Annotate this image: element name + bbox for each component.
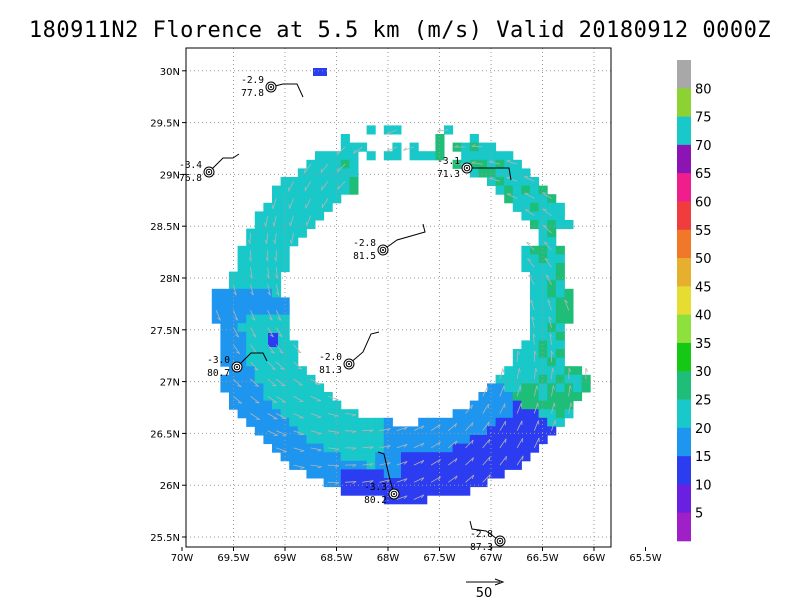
y-tick-label: 29.5N bbox=[150, 119, 180, 130]
wind-vectors bbox=[215, 128, 589, 500]
x-tick-label: 70W bbox=[171, 553, 194, 564]
colorbar-label: 15 bbox=[695, 450, 712, 465]
y-tick-label: 29N bbox=[160, 170, 180, 181]
x-tick-label: 66.5W bbox=[526, 553, 558, 564]
colorbar-label: 20 bbox=[695, 422, 712, 437]
station-delta: -3.0 bbox=[207, 355, 230, 366]
x-tick-label: 68W bbox=[377, 553, 400, 564]
station-value: 80.7 bbox=[207, 368, 230, 379]
colorbar-label: 45 bbox=[695, 280, 712, 295]
colorbar-label: 40 bbox=[695, 309, 712, 324]
colorbar-swatch bbox=[677, 88, 691, 117]
colorbar-label: 5 bbox=[695, 507, 703, 522]
station-marker: -2.8 81.5 bbox=[353, 223, 426, 262]
colorbar-swatch bbox=[677, 512, 691, 542]
station-delta: -2.8 bbox=[470, 529, 493, 540]
x-tick-label: 69W bbox=[274, 553, 297, 564]
station-marker: -3.1 71.3 bbox=[437, 156, 512, 181]
station-delta: -2.8 bbox=[353, 238, 376, 249]
station-value: 71.3 bbox=[437, 169, 460, 180]
colorbar-swatch bbox=[677, 314, 691, 344]
x-tick-label: 69.5W bbox=[217, 553, 249, 564]
colorbar: 5 10 15 20 25 30 35 40 45 50 55 60 65 70 75 80 bbox=[677, 60, 712, 542]
colorbar-swatch bbox=[677, 371, 691, 400]
station-value: 76.8 bbox=[179, 173, 202, 184]
colorbar-label: 30 bbox=[695, 365, 712, 380]
x-tick-label: 67W bbox=[480, 553, 503, 564]
arrow-icon bbox=[494, 578, 505, 586]
colorbar-label: 80 bbox=[695, 82, 712, 97]
station-delta: -2.0 bbox=[319, 352, 342, 363]
vector-scale-label: 50 bbox=[476, 586, 493, 600]
station-delta: -3.1 bbox=[437, 156, 460, 167]
y-tick-label: 28.5N bbox=[150, 222, 180, 233]
colorbar-label: 10 bbox=[695, 478, 712, 493]
station-delta: -3.4 bbox=[179, 160, 202, 171]
y-axis: 25.5N 26N 26.5N 27N 27.5N 28N 28.5N 29N 29.5N 30N bbox=[150, 67, 186, 544]
colorbar-label: 75 bbox=[695, 111, 712, 126]
colorbar-label: 50 bbox=[695, 252, 712, 267]
y-tick-label: 26N bbox=[160, 481, 180, 492]
map-title: 180911N2 Florence at 5.5 km (m/s) Valid … bbox=[28, 18, 772, 43]
y-tick-label: 26.5N bbox=[150, 429, 180, 440]
x-tick-label: 66W bbox=[583, 553, 606, 564]
y-tick-label: 30N bbox=[160, 67, 180, 78]
x-tick-label: 68.5W bbox=[320, 553, 352, 564]
station-value: 81.3 bbox=[319, 365, 342, 376]
colorbar-swatch bbox=[677, 60, 691, 89]
observation-stations: -2.9 77.8 -3.4 76.8 -3.1 71.3 -2.8 81.5 -3.0 80.7… bbox=[179, 75, 512, 553]
colorbar-label: 70 bbox=[695, 139, 712, 154]
y-tick-label: 27.5N bbox=[150, 326, 180, 337]
station-marker: -2.8 87.3 bbox=[469, 520, 506, 553]
station-marker: -2.0 81.3 bbox=[319, 331, 380, 376]
station-delta: -2.9 bbox=[241, 75, 264, 86]
vector-scale: 50 bbox=[466, 578, 505, 600]
colorbar-swatch bbox=[677, 286, 691, 315]
colorbar-swatch bbox=[677, 144, 691, 174]
colorbar-swatch bbox=[677, 342, 691, 372]
x-axis: 70W 69.5W 69W 68.5W 68W 67.5W 67W 66.5W 66W 65.5W bbox=[171, 547, 662, 564]
colorbar-swatch bbox=[677, 399, 691, 429]
colorbar-swatch bbox=[677, 116, 691, 146]
y-tick-label: 28N bbox=[160, 274, 180, 285]
x-tick-label: 65.5W bbox=[629, 553, 661, 564]
y-tick-label: 27N bbox=[160, 378, 180, 389]
colorbar-swatch bbox=[677, 456, 691, 485]
colorbar-label: 65 bbox=[695, 167, 712, 182]
colorbar-label: 60 bbox=[695, 195, 712, 210]
x-tick-label: 67.5W bbox=[423, 553, 455, 564]
colorbar-swatch bbox=[677, 484, 691, 514]
colorbar-label: 35 bbox=[695, 337, 712, 352]
station-marker: -3.3 80.2 bbox=[364, 451, 400, 506]
colorbar-label: 55 bbox=[695, 224, 712, 239]
station-value: 77.8 bbox=[241, 88, 264, 99]
station-marker: -2.9 77.8 bbox=[241, 75, 304, 99]
colorbar-swatch bbox=[677, 229, 691, 259]
colorbar-swatch bbox=[677, 427, 691, 457]
colorbar-swatch bbox=[677, 201, 691, 231]
colorbar-label: 25 bbox=[695, 394, 712, 409]
colorbar-swatch bbox=[677, 258, 691, 287]
grid-lines bbox=[186, 48, 611, 547]
station-value: 87.3 bbox=[470, 542, 493, 553]
y-tick-label: 25.5N bbox=[150, 533, 180, 544]
station-value: 81.5 bbox=[353, 251, 376, 262]
colorbar-swatch bbox=[677, 173, 691, 202]
station-delta: -3.3 bbox=[364, 482, 387, 493]
station-value: 80.2 bbox=[364, 495, 387, 506]
plot-frame bbox=[185, 47, 612, 548]
station-marker: -3.0 80.7 bbox=[207, 352, 268, 379]
wind-speed-field bbox=[211, 68, 591, 505]
station-marker: -3.4 76.8 bbox=[179, 153, 240, 184]
